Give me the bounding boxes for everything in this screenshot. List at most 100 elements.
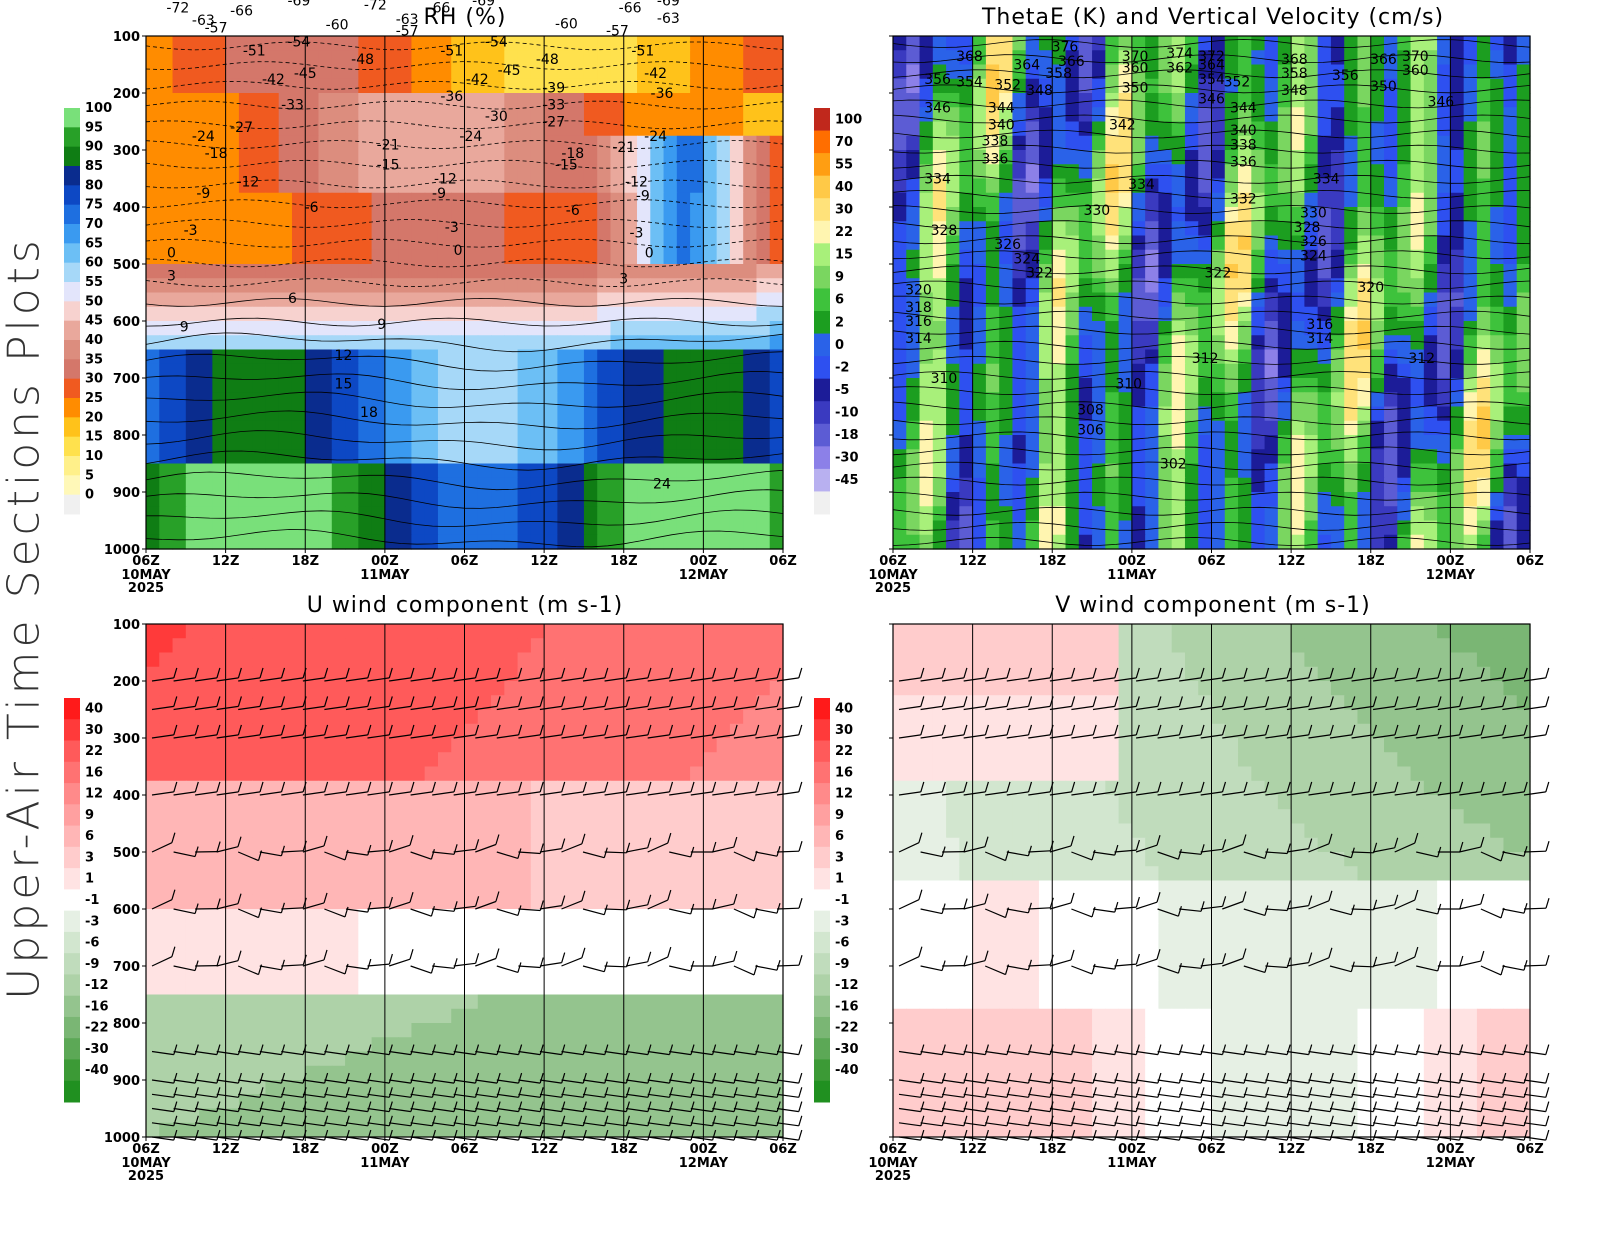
field-cell xyxy=(1131,78,1146,94)
contour-label: 322 xyxy=(1026,266,1053,282)
y-tick-label: 300 xyxy=(113,144,140,159)
field-cell xyxy=(1171,178,1186,194)
field-cell xyxy=(1092,349,1106,365)
field-cell xyxy=(1384,506,1398,522)
field-cell xyxy=(1516,406,1531,422)
field-cell xyxy=(265,107,280,123)
field-cell xyxy=(729,449,744,465)
field-cell xyxy=(1238,492,1252,507)
field-cell xyxy=(384,121,399,137)
field-cell xyxy=(703,492,718,507)
field-cell xyxy=(265,709,280,725)
field-cell xyxy=(650,164,665,180)
field-cell xyxy=(345,837,359,853)
field-cell xyxy=(358,477,373,493)
field-cell xyxy=(477,264,492,279)
field-cell xyxy=(557,378,572,393)
field-cell xyxy=(985,249,1000,265)
field-cell xyxy=(703,93,718,108)
field-cell xyxy=(650,766,665,782)
field-cell xyxy=(663,178,678,194)
field-cell xyxy=(1463,278,1478,294)
field-cell xyxy=(159,135,174,151)
field-cell xyxy=(1437,335,1451,351)
field-cell xyxy=(756,666,771,682)
field-cell xyxy=(464,50,479,66)
field-cell xyxy=(972,406,987,422)
field-cell xyxy=(610,292,625,308)
field-cell xyxy=(583,264,598,279)
field-cell xyxy=(238,723,253,739)
field-cell xyxy=(1291,292,1305,308)
field-cell xyxy=(1092,420,1106,436)
field-cell xyxy=(451,492,466,507)
field-cell xyxy=(384,506,399,522)
field-cell xyxy=(252,221,267,237)
field-cell xyxy=(504,335,519,351)
field-cell xyxy=(1038,164,1053,180)
field-cell xyxy=(185,937,200,953)
field-cell xyxy=(530,909,545,924)
field-cell xyxy=(893,534,907,550)
field-cell xyxy=(597,463,612,479)
field-cell xyxy=(517,292,532,308)
field-cell xyxy=(716,852,731,867)
field-cell xyxy=(477,207,492,222)
field-cell xyxy=(1397,278,1412,294)
field-cell xyxy=(637,652,651,668)
field-cell xyxy=(318,534,333,550)
x-tick-label: 12Z xyxy=(1277,554,1305,569)
field-cell xyxy=(729,392,744,408)
field-cell xyxy=(291,463,306,479)
field-cell xyxy=(1065,506,1080,522)
contour-label: 368 xyxy=(956,49,983,65)
field-cell xyxy=(1171,463,1186,479)
field-cell xyxy=(650,909,665,924)
contour-line xyxy=(892,386,1531,396)
contour-line xyxy=(145,391,784,408)
field-cell xyxy=(743,809,758,825)
field-cell xyxy=(265,378,280,393)
field-cell xyxy=(570,880,585,896)
field-cell xyxy=(1423,449,1438,465)
contour-label: 356 xyxy=(924,72,951,88)
colorbar-label: 30 xyxy=(85,372,103,387)
contour-label: -51 xyxy=(631,43,654,59)
field-cell xyxy=(1357,135,1372,151)
field-cell xyxy=(637,306,651,322)
field-cell xyxy=(477,894,492,910)
field-cell xyxy=(919,64,934,80)
field-cell xyxy=(729,135,744,151)
field-cell xyxy=(159,492,174,507)
field-cell xyxy=(1078,192,1093,208)
field-cell xyxy=(690,64,704,80)
field-cell xyxy=(424,36,439,51)
field-cell xyxy=(1198,278,1213,294)
field-cell xyxy=(1384,235,1398,251)
field-cell xyxy=(1131,278,1146,294)
field-cell xyxy=(583,492,598,507)
thetae-y-axis xyxy=(889,35,893,550)
field-cell xyxy=(946,420,960,436)
field-cell xyxy=(318,492,333,507)
field-cell xyxy=(185,435,200,450)
contour-label: -15 xyxy=(377,157,400,173)
field-cell xyxy=(972,534,987,550)
field-cell xyxy=(305,823,320,839)
field-cell xyxy=(1158,435,1173,450)
contour-label: 3 xyxy=(619,271,628,287)
field-cell xyxy=(703,235,718,251)
field-cell xyxy=(676,681,691,696)
field-cell xyxy=(424,306,439,322)
contour-line xyxy=(892,355,1531,365)
colorbar-label: -2 xyxy=(835,360,849,375)
field-cell xyxy=(729,534,744,550)
field-cell xyxy=(544,321,558,336)
field-cell xyxy=(185,221,200,237)
field-cell xyxy=(1118,264,1133,279)
field-cell xyxy=(252,50,267,66)
field-cell xyxy=(278,823,293,839)
field-cell xyxy=(1184,335,1199,351)
field-cell xyxy=(1158,107,1173,123)
field-cell xyxy=(1184,321,1199,336)
